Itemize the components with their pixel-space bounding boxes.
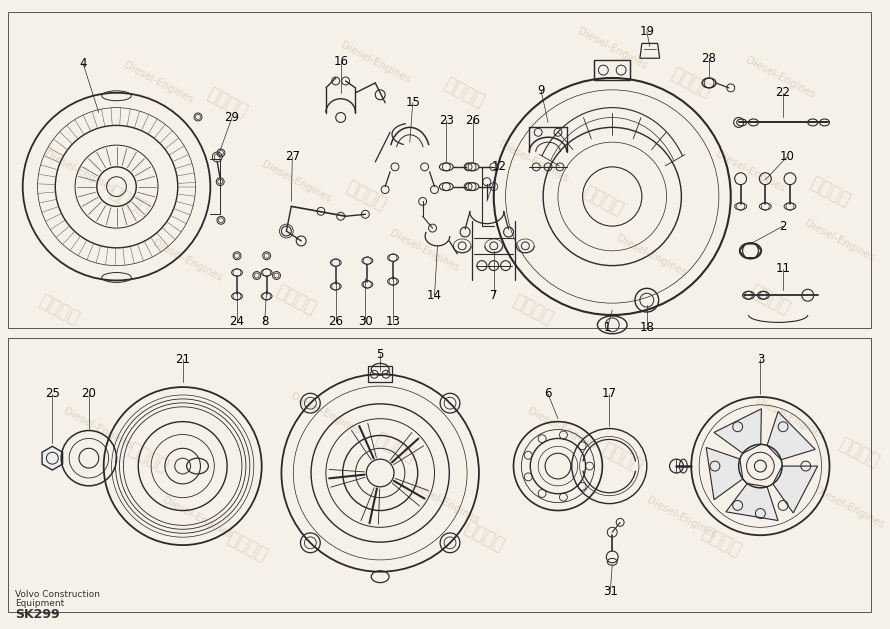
- Text: Diesel-Engines: Diesel-Engines: [43, 149, 116, 194]
- Polygon shape: [726, 484, 778, 521]
- Text: Diesel-Engines: Diesel-Engines: [289, 391, 362, 437]
- Text: Diesel-Engines: Diesel-Engines: [754, 396, 827, 441]
- Text: 13: 13: [385, 315, 400, 328]
- Text: 9: 9: [538, 84, 545, 97]
- Polygon shape: [773, 466, 818, 513]
- Text: 26: 26: [328, 315, 344, 328]
- Text: 紫发动力: 紫发动力: [36, 292, 83, 328]
- Text: 22: 22: [775, 86, 790, 99]
- Text: 紫发动力: 紫发动力: [461, 519, 507, 555]
- Text: 2: 2: [780, 220, 787, 233]
- Text: 25: 25: [44, 387, 60, 401]
- Text: 8: 8: [261, 315, 269, 328]
- Text: 紫发动力: 紫发动力: [125, 440, 172, 476]
- Text: 20: 20: [82, 387, 96, 401]
- Text: Diesel-Engines: Diesel-Engines: [408, 480, 481, 525]
- Bar: [8, 338, 871, 612]
- Text: 1: 1: [603, 321, 611, 335]
- Text: 24: 24: [230, 315, 245, 328]
- Polygon shape: [707, 447, 743, 500]
- Bar: [595, 60, 630, 80]
- Text: 5: 5: [376, 348, 384, 361]
- Text: 紫发动力: 紫发动力: [372, 430, 418, 466]
- Text: 28: 28: [701, 52, 716, 65]
- Text: 26: 26: [465, 114, 481, 127]
- Text: Diesel-Engines: Diesel-Engines: [151, 238, 224, 283]
- Polygon shape: [714, 409, 761, 454]
- Text: 14: 14: [427, 289, 442, 302]
- Text: 紫发动力: 紫发动力: [698, 524, 744, 560]
- Text: Diesel-Engines: Diesel-Engines: [714, 149, 787, 194]
- Text: Diesel-Engines: Diesel-Engines: [122, 60, 194, 106]
- Text: Diesel-Engines: Diesel-Engines: [744, 55, 817, 101]
- Text: 紫发动力: 紫发动力: [599, 440, 645, 476]
- Text: Equipment: Equipment: [15, 599, 64, 608]
- Text: 紫发动力: 紫发动力: [668, 65, 715, 101]
- Text: 紫发动力: 紫发动力: [273, 282, 320, 318]
- Polygon shape: [767, 411, 815, 460]
- Text: 19: 19: [639, 25, 654, 38]
- Text: Diesel-Engines: Diesel-Engines: [526, 406, 599, 451]
- Text: 6: 6: [545, 387, 552, 401]
- Polygon shape: [42, 447, 62, 470]
- Text: 7: 7: [490, 289, 498, 302]
- Text: 紫发动力: 紫发动力: [204, 85, 250, 121]
- Text: 27: 27: [285, 150, 300, 164]
- Text: 11: 11: [775, 262, 790, 275]
- Text: Diesel-Engines: Diesel-Engines: [645, 495, 718, 540]
- Text: 3: 3: [756, 353, 764, 366]
- Text: Diesel-Engines: Diesel-Engines: [260, 159, 333, 204]
- Text: Diesel-Engines: Diesel-Engines: [388, 228, 461, 274]
- Text: SK299: SK299: [15, 608, 60, 621]
- Text: Volvo Construction: Volvo Construction: [15, 590, 100, 599]
- Text: 紫发动力: 紫发动力: [510, 292, 556, 328]
- Text: 紫发动力: 紫发动力: [223, 529, 270, 565]
- Text: Diesel-Engines: Diesel-Engines: [161, 495, 234, 540]
- Bar: [368, 366, 392, 382]
- Text: 10: 10: [780, 150, 795, 164]
- Text: 23: 23: [439, 114, 454, 127]
- Text: 紫发动力: 紫发动力: [342, 179, 389, 214]
- Text: 15: 15: [405, 96, 420, 109]
- Text: 紫发动力: 紫发动力: [806, 174, 853, 209]
- Text: 18: 18: [639, 321, 654, 335]
- Text: 16: 16: [333, 55, 348, 68]
- Text: 21: 21: [175, 353, 190, 366]
- Text: Diesel-Engines: Diesel-Engines: [62, 406, 135, 451]
- Text: Diesel-Engines: Diesel-Engines: [813, 485, 886, 530]
- Text: Diesel-Engines: Diesel-Engines: [497, 140, 570, 184]
- Text: Diesel-Engines: Diesel-Engines: [576, 26, 649, 71]
- Bar: [8, 12, 871, 328]
- Text: Diesel-Engines: Diesel-Engines: [339, 41, 412, 86]
- Text: 紫发动力: 紫发动力: [441, 75, 488, 111]
- Text: 30: 30: [358, 315, 373, 328]
- Text: Diesel-Engines: Diesel-Engines: [615, 233, 688, 278]
- Text: Diesel-Engines: Diesel-Engines: [803, 218, 876, 264]
- Text: 紫发动力: 紫发动力: [105, 184, 151, 220]
- Text: 紫发动力: 紫发动力: [836, 435, 882, 471]
- Text: 29: 29: [224, 111, 239, 124]
- Text: 4: 4: [79, 57, 86, 70]
- Text: 紫发动力: 紫发动力: [579, 184, 626, 220]
- Text: 12: 12: [491, 160, 506, 174]
- Text: 17: 17: [602, 387, 617, 401]
- Text: 紫发动力: 紫发动力: [747, 282, 794, 318]
- Text: 31: 31: [603, 585, 618, 598]
